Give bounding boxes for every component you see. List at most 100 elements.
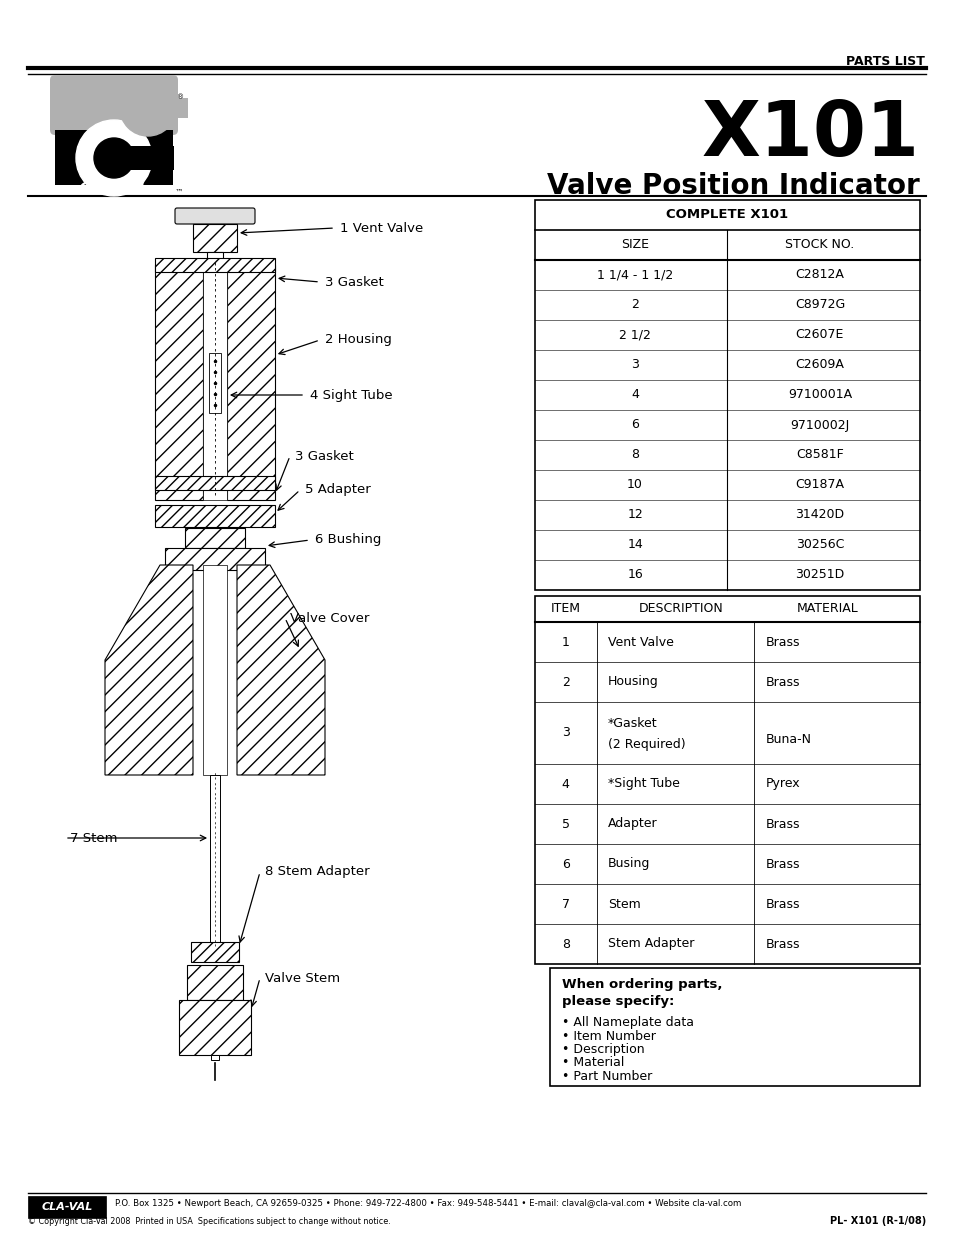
Text: © Copyright Cla-Val 2008  Printed in USA  Specifications subject to change witho: © Copyright Cla-Val 2008 Printed in USA … (28, 1216, 391, 1225)
Text: 2 Housing: 2 Housing (325, 333, 392, 347)
Text: C2609A: C2609A (795, 358, 843, 372)
Text: 12: 12 (626, 509, 642, 521)
Text: please specify:: please specify: (561, 995, 674, 1008)
Text: 3: 3 (561, 726, 569, 740)
Text: 3 Gasket: 3 Gasket (294, 450, 354, 462)
Text: C8972G: C8972G (794, 299, 844, 311)
Text: 2: 2 (561, 676, 569, 688)
Text: ITEM: ITEM (550, 603, 580, 615)
Text: Valve Stem: Valve Stem (265, 972, 340, 984)
Bar (154, 266, 203, 500)
Bar (185, 529, 245, 548)
Text: Vent Valve: Vent Valve (607, 636, 674, 648)
Bar (227, 266, 274, 500)
Text: • Description: • Description (561, 1044, 644, 1056)
Text: 1: 1 (561, 636, 569, 648)
Text: PARTS LIST: PARTS LIST (845, 56, 924, 68)
Bar (165, 548, 265, 571)
Text: C2607E: C2607E (795, 329, 843, 342)
Text: Housing: Housing (607, 676, 659, 688)
Text: Valve Position Indicator: Valve Position Indicator (547, 172, 919, 200)
Text: 5 Adapter: 5 Adapter (305, 483, 371, 496)
Text: 8: 8 (631, 448, 639, 462)
FancyBboxPatch shape (174, 207, 254, 224)
Circle shape (94, 138, 133, 178)
Text: 4: 4 (561, 778, 569, 790)
Bar (210, 776, 220, 950)
Bar (211, 1055, 219, 1060)
Text: Brass: Brass (765, 818, 800, 830)
Bar (209, 352, 221, 412)
Text: C8581F: C8581F (795, 448, 842, 462)
Text: 7: 7 (561, 898, 569, 910)
Text: 8 Stem Adapter: 8 Stem Adapter (265, 866, 369, 878)
Text: 31420D: 31420D (795, 509, 843, 521)
Text: Brass: Brass (765, 857, 800, 871)
Bar (148, 98, 188, 119)
Text: Buna-N: Buna-N (765, 732, 811, 746)
Circle shape (76, 120, 152, 196)
Text: CLA-VAL: CLA-VAL (41, 1202, 92, 1212)
Text: 1 Vent Valve: 1 Vent Valve (339, 221, 423, 235)
Text: PL- X101 (R-1/08): PL- X101 (R-1/08) (829, 1216, 925, 1226)
Bar (187, 965, 243, 1000)
Text: 3: 3 (631, 358, 639, 372)
Text: 6: 6 (631, 419, 639, 431)
Text: Brass: Brass (765, 898, 800, 910)
Text: 3 Gasket: 3 Gasket (325, 275, 383, 289)
Polygon shape (105, 564, 193, 776)
Bar (193, 224, 236, 252)
Text: 30251D: 30251D (795, 568, 843, 582)
Text: 16: 16 (626, 568, 642, 582)
Text: *Gasket: *Gasket (607, 718, 657, 730)
Text: MATERIAL: MATERIAL (796, 603, 858, 615)
Text: • Material: • Material (561, 1056, 623, 1070)
Bar (191, 942, 239, 962)
Text: ®: ® (177, 94, 184, 100)
Bar (113, 146, 173, 170)
Text: CLA-VAL: CLA-VAL (79, 183, 149, 198)
Bar (535, 597, 919, 965)
Text: 10: 10 (626, 478, 642, 492)
Text: 2 1/2: 2 1/2 (618, 329, 650, 342)
Bar (154, 475, 274, 490)
Text: C2812A: C2812A (795, 268, 843, 282)
Circle shape (120, 80, 175, 136)
Text: Adapter: Adapter (607, 818, 657, 830)
Text: • Item Number: • Item Number (561, 1030, 655, 1042)
Text: 9710001A: 9710001A (787, 389, 851, 401)
Text: (2 Required): (2 Required) (607, 737, 685, 751)
Text: COMPLETE X101: COMPLETE X101 (666, 209, 788, 221)
Text: When ordering parts,: When ordering parts, (561, 978, 721, 990)
Polygon shape (236, 564, 325, 776)
Bar (203, 564, 227, 776)
Text: 8: 8 (561, 937, 569, 951)
Text: ™: ™ (174, 188, 183, 196)
FancyBboxPatch shape (50, 75, 178, 135)
Text: DESCRIPTION: DESCRIPTION (639, 603, 723, 615)
Bar (55, 130, 172, 185)
Text: 2: 2 (631, 299, 639, 311)
Text: Busing: Busing (607, 857, 650, 871)
Bar (203, 266, 227, 500)
Bar (207, 252, 223, 266)
Text: Stem: Stem (607, 898, 640, 910)
Text: Pyrex: Pyrex (765, 778, 800, 790)
Text: STOCK NO.: STOCK NO. (784, 238, 854, 252)
Text: Valve Cover: Valve Cover (290, 611, 369, 625)
Text: 1 1/4 - 1 1/2: 1 1/4 - 1 1/2 (597, 268, 673, 282)
Text: P.O. Box 1325 • Newport Beach, CA 92659-0325 • Phone: 949-722-4800 • Fax: 949-54: P.O. Box 1325 • Newport Beach, CA 92659-… (115, 1198, 740, 1208)
Text: • Part Number: • Part Number (561, 1070, 652, 1083)
Text: 30256C: 30256C (795, 538, 843, 552)
Bar (154, 258, 274, 272)
Text: Brass: Brass (765, 676, 800, 688)
Text: Stem Adapter: Stem Adapter (607, 937, 694, 951)
Text: 6: 6 (561, 857, 569, 871)
Bar (550, 968, 919, 1086)
Text: *Sight Tube: *Sight Tube (607, 778, 679, 790)
Bar (154, 505, 274, 527)
Text: 4 Sight Tube: 4 Sight Tube (310, 389, 393, 401)
Text: 4: 4 (631, 389, 639, 401)
Text: Brass: Brass (765, 937, 800, 951)
Text: 14: 14 (626, 538, 642, 552)
